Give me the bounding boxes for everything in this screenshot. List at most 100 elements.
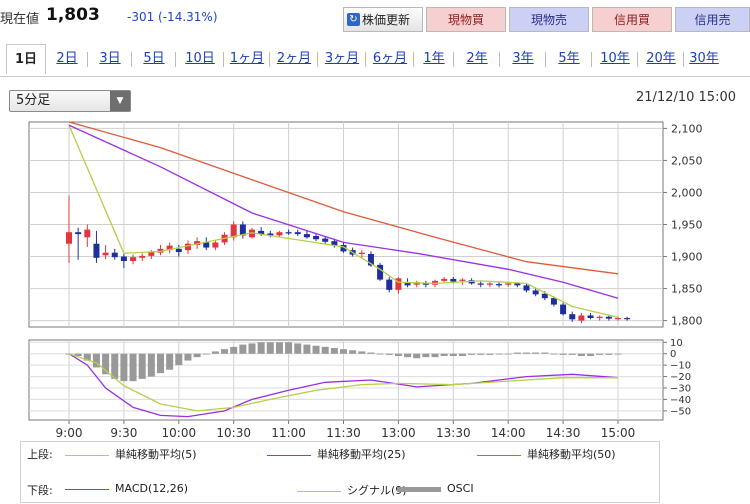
tab-separator: [683, 52, 684, 67]
macd-chart: 100−10−20−30−40−50: [28, 338, 691, 421]
tab-2[interactable]: 3日: [99, 51, 121, 66]
osci-bar: [513, 352, 521, 354]
tab-5[interactable]: 1ヶ月: [229, 51, 265, 66]
legend-sma25-label: 単純移動平均(25): [317, 448, 406, 461]
candle-body: [212, 242, 219, 248]
spot-sell-button[interactable]: 現物売: [509, 7, 589, 32]
tab-separator: [413, 52, 414, 67]
osci-bar: [587, 353, 595, 356]
candle-body: [313, 236, 320, 240]
candle-body: [84, 229, 91, 238]
price-chart: 2,100 2,050 2,000 1,950 1,900 1,850 1,800: [28, 121, 703, 328]
osci-bar: [175, 353, 183, 366]
tab-separator: [637, 52, 638, 67]
candle-body: [75, 232, 82, 235]
candle-body: [367, 253, 374, 266]
tab-separator: [365, 52, 366, 67]
signal-line: [68, 353, 618, 412]
x-tick-label: 9:30: [110, 426, 137, 440]
refresh-icon: ↻: [347, 13, 360, 26]
tab-separator: [87, 52, 88, 67]
price-y-tick-label: 1,800: [671, 315, 703, 328]
candle-body: [541, 293, 548, 299]
candle-body: [450, 278, 457, 282]
osci-bar: [422, 353, 430, 358]
tab-8[interactable]: 6ヶ月: [372, 51, 408, 66]
candle-body: [184, 243, 191, 251]
candle-body: [377, 264, 384, 280]
osci-bar: [303, 344, 311, 354]
candle-body: [267, 233, 274, 236]
refresh-price-label: 株価更新: [362, 13, 411, 27]
tab-1[interactable]: 2日: [56, 51, 78, 66]
osci-bar: [211, 351, 219, 354]
sma-line-2: [68, 121, 619, 275]
osci-bar: [74, 353, 82, 356]
legend-sma5-label: 単純移動平均(5): [115, 448, 197, 461]
candle-body: [276, 232, 283, 236]
tab-12[interactable]: 5年: [558, 51, 580, 66]
tab-0[interactable]: 1日: [6, 44, 46, 74]
tab-10[interactable]: 2年: [466, 51, 488, 66]
margin-sell-button[interactable]: 信用売: [675, 7, 750, 32]
osci-bar: [120, 353, 128, 382]
osci-bar: [147, 353, 155, 377]
osci-bar: [230, 346, 238, 354]
legend-lower-row: 下段: MACD(12,26) シグナル(9) OSCI: [21, 480, 659, 498]
legend-upper-row: 上段: 単純移動平均(5) 単純移動平均(25) 単純移動平均(50): [21, 444, 659, 462]
tab-separator: [545, 52, 546, 67]
osci-bar: [568, 353, 576, 355]
osci-bar: [605, 353, 613, 355]
osci-bar: [340, 349, 347, 354]
chart-legend: 上段: 単純移動平均(5) 単純移動平均(25) 単純移動平均(50) 下段: …: [20, 441, 660, 503]
tab-14[interactable]: 20年: [646, 51, 676, 66]
tab-separator: [131, 52, 132, 67]
interval-select[interactable]: 5分足 ▼: [9, 90, 131, 112]
osci-bar: [358, 351, 366, 354]
osci-bar: [330, 348, 338, 354]
tab-6[interactable]: 2ヶ月: [276, 51, 312, 66]
margin-buy-button[interactable]: 信用買: [592, 7, 672, 32]
tab-3[interactable]: 5日: [143, 51, 165, 66]
price-y-tick-label: 2,100: [671, 122, 703, 135]
candle-body: [596, 316, 603, 319]
osci-bar: [83, 353, 91, 361]
candle-body: [203, 242, 210, 248]
sma-line-1: [68, 124, 619, 299]
candle-body: [532, 290, 539, 295]
candle-body: [148, 252, 155, 256]
osci-bar: [129, 353, 137, 382]
osci-bar: [257, 342, 265, 354]
candle-body: [386, 279, 393, 290]
osci-bar: [468, 353, 476, 355]
osci-bar: [349, 350, 357, 354]
legend-signal: シグナル(9): [297, 482, 407, 498]
candle-body: [130, 257, 137, 262]
candle-body: [93, 243, 100, 258]
osci-bar: [157, 353, 164, 374]
x-tick-label: 13:30: [436, 426, 471, 440]
osci-bar: [248, 343, 256, 354]
legend-sma5-swatch: [65, 454, 109, 456]
tab-15[interactable]: 30年: [689, 51, 719, 66]
osci-bar: [486, 353, 494, 355]
tab-11[interactable]: 3年: [512, 51, 534, 66]
price-y-tick-label: 1,850: [671, 283, 703, 296]
osci-bar: [376, 353, 384, 355]
current-price: 1,803: [46, 5, 100, 25]
candle-body: [523, 285, 530, 291]
candle-body: [587, 315, 594, 319]
tab-9[interactable]: 1年: [423, 51, 445, 66]
legend-signal-swatch: [297, 490, 341, 492]
osci-bar: [202, 353, 210, 355]
refresh-price-button[interactable]: ↻ 株価更新: [343, 7, 423, 32]
osci-bar: [275, 342, 283, 354]
tab-4[interactable]: 10日: [185, 51, 215, 66]
osci-bar: [385, 353, 393, 355]
tab-13[interactable]: 10年: [600, 51, 630, 66]
spot-buy-button[interactable]: 現物買: [426, 7, 506, 32]
candle-body: [441, 278, 448, 281]
osci-bar: [550, 353, 558, 355]
tab-7[interactable]: 3ヶ月: [324, 51, 360, 66]
x-tick-label: 9:00: [56, 426, 83, 440]
